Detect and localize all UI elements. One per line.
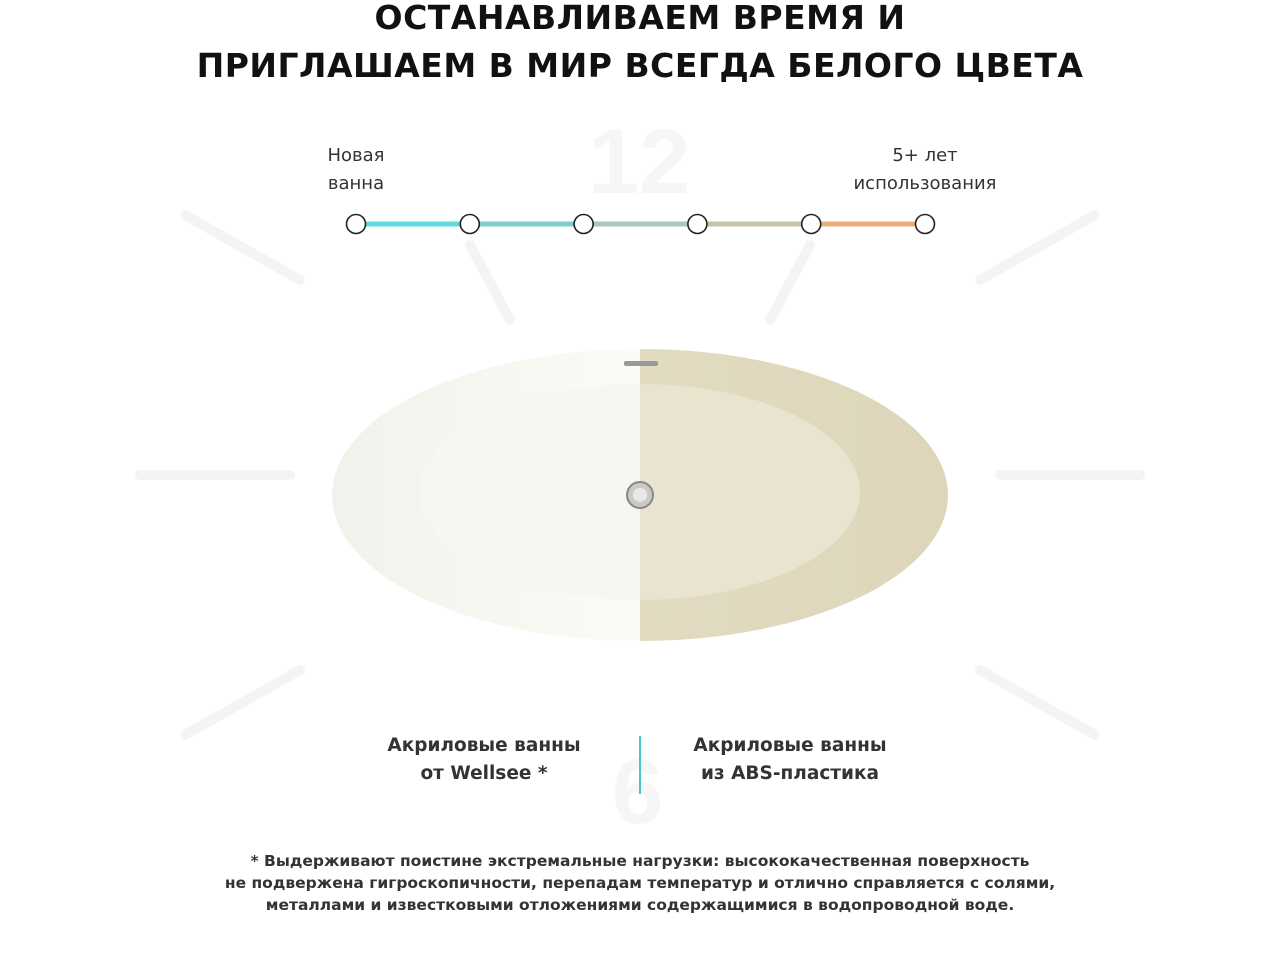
timeline-point: [345, 213, 367, 235]
page-title: ОСТАНАВЛИВАЕМ ВРЕМЯ И ПРИГЛАШАЕМ В МИР В…: [0, 0, 1280, 90]
timeline: [345, 213, 936, 235]
label-line: Новая: [327, 145, 385, 166]
timeline-point: [459, 213, 481, 235]
clock-number-12: 12: [588, 111, 691, 213]
footnote-line: * Выдерживают поистине экстремальные наг…: [250, 852, 1030, 870]
wellsee-label: Акриловые ванны от Wellsee *: [364, 732, 604, 788]
timeline-point: [914, 213, 936, 235]
clock-number-6: 6: [612, 741, 664, 843]
label-line: 5+ лет: [892, 145, 958, 166]
title-line: ПРИГЛАШАЕМ В МИР ВСЕГДА БЕЛОГО ЦВЕТА: [196, 46, 1084, 85]
clock-marks: [135, 210, 1145, 740]
footnote-line: не подвержена гигроскопичности, перепада…: [224, 874, 1056, 892]
footnote-line: металлами и известковыми отложениями сод…: [265, 896, 1015, 914]
label-line: из ABS-пластика: [700, 763, 880, 784]
timeline-point: [687, 213, 708, 235]
label-line: от Wellsee *: [420, 763, 548, 784]
timeline-point: [573, 213, 594, 235]
bathtub-aged-half: [640, 349, 948, 641]
timeline-point: [800, 213, 822, 235]
label-line: ванна: [327, 173, 385, 194]
overflow-icon: [624, 361, 658, 366]
footnote: * Выдерживают поистине экстремальные наг…: [0, 850, 1280, 916]
timeline-start-label: Новая ванна: [296, 142, 416, 198]
abs-label: Акриловые ванны из ABS-пластика: [670, 732, 910, 788]
label-line: использования: [853, 173, 997, 194]
label-line: Акриловые ванны: [693, 735, 887, 756]
divider: [639, 736, 641, 794]
bathtub-new-half: [332, 349, 640, 641]
timeline-end-label: 5+ лет использования: [825, 142, 1025, 198]
title-line: ОСТАНАВЛИВАЕМ ВРЕМЯ И: [374, 0, 906, 37]
label-line: Акриловые ванны: [387, 735, 581, 756]
